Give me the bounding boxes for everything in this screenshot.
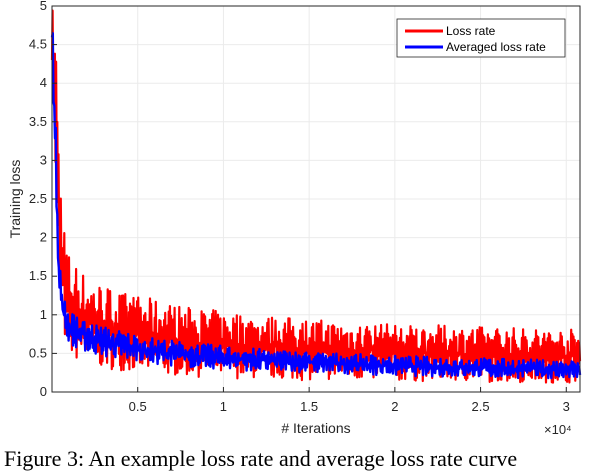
series-line-averaged-loss-rate (50, 32, 582, 380)
legend-label-loss-rate: Loss rate (446, 24, 496, 38)
y-tick-label: 1 (40, 307, 47, 322)
x-tick-label: 2 (391, 399, 398, 414)
series-line-loss-rate (50, 9, 582, 384)
y-tick-label: 3.5 (29, 114, 47, 129)
y-tick-label: 3 (40, 152, 47, 167)
y-axis-label: Training loss (7, 160, 23, 239)
y-tick-label: 2.5 (29, 191, 47, 206)
axis-ticks: 0 0.5 1 1.5 2 2.5 3 3.5 4 4.5 5 0.5 1 1.5 2 2.5 3 (29, 0, 570, 414)
figure-caption: Figure 3: An example loss rate and avera… (4, 446, 518, 471)
y-tick-label: 4.5 (29, 37, 47, 52)
x-axis-label: # Iterations (281, 420, 350, 436)
training-loss-chart: 0 0.5 1 1.5 2 2.5 3 3.5 4 4.5 5 0.5 1 1.5 2 2.5 3 # Iter… (7, 0, 582, 437)
y-tick-label: 5 (40, 0, 47, 13)
x-tick-label: 2.5 (472, 399, 490, 414)
y-tick-label: 0 (40, 384, 47, 399)
y-tick-label: 2 (40, 230, 47, 245)
legend-label-averaged-loss-rate: Averaged loss rate (446, 40, 546, 54)
x-tick-label: 1.5 (300, 399, 318, 414)
x-tick-label: 0.5 (129, 399, 147, 414)
legend: Loss rate Averaged loss rate (396, 18, 566, 58)
y-tick-label: 4 (40, 75, 47, 90)
y-tick-label: 0.5 (29, 345, 47, 360)
x-tick-label: 3 (563, 399, 570, 414)
y-tick-label: 1.5 (29, 268, 47, 283)
x-tick-label: 1 (220, 399, 227, 414)
x-multiplier-label: ×10⁴ (544, 422, 572, 437)
series-layer (50, 9, 582, 384)
legend-box (396, 18, 566, 58)
